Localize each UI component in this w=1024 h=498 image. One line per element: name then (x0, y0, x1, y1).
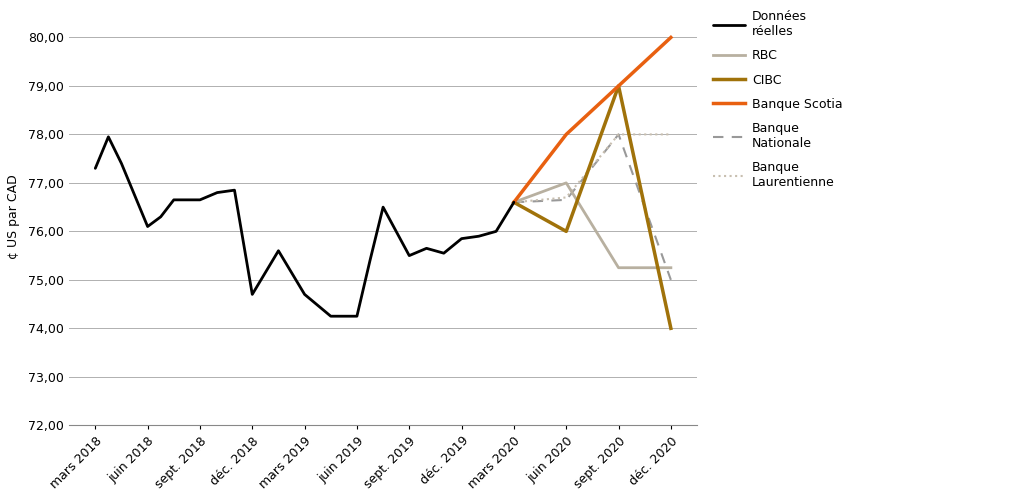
Données
réelles (102, 134, 115, 140)
Données
réelles (155, 214, 167, 220)
Banque
Laurentienne (508, 199, 520, 205)
RBC (508, 199, 520, 205)
Line: Banque
Nationale: Banque Nationale (514, 134, 671, 280)
Données
réelles (403, 252, 416, 258)
Banque Scotia (665, 34, 677, 40)
Données
réelles (508, 199, 520, 205)
Line: Banque Scotia: Banque Scotia (514, 37, 671, 202)
Line: CIBC: CIBC (514, 86, 671, 328)
Données
réelles (116, 160, 128, 166)
Données
réelles (351, 313, 364, 319)
Banque Scotia (560, 131, 572, 137)
Données
réelles (168, 197, 180, 203)
Données
réelles (437, 250, 450, 256)
Y-axis label: ¢ US par CAD: ¢ US par CAD (7, 174, 19, 259)
Banque
Nationale (560, 197, 572, 203)
Données
réelles (364, 257, 376, 263)
Banque
Laurentienne (665, 131, 677, 137)
Legend: Données
réelles, RBC, CIBC, Banque Scotia, Banque
Nationale, Banque
Laurentienne: Données réelles, RBC, CIBC, Banque Scoti… (710, 6, 847, 193)
Banque Scotia (612, 83, 625, 89)
Données
réelles (89, 165, 101, 171)
Données
réelles (194, 197, 206, 203)
CIBC (612, 83, 625, 89)
Line: RBC: RBC (514, 183, 671, 268)
CIBC (560, 229, 572, 235)
Line: Banque
Laurentienne: Banque Laurentienne (514, 134, 671, 202)
Données
réelles (141, 224, 154, 230)
Banque
Nationale (508, 199, 520, 205)
Données
réelles (298, 291, 310, 297)
Banque Scotia (508, 199, 520, 205)
CIBC (665, 325, 677, 331)
Données
réelles (211, 190, 223, 196)
RBC (665, 265, 677, 271)
RBC (560, 180, 572, 186)
Données
réelles (473, 233, 485, 239)
Données
réelles (421, 246, 433, 251)
Banque
Laurentienne (612, 131, 625, 137)
Données
réelles (456, 236, 468, 242)
Données
réelles (377, 204, 389, 210)
Données
réelles (489, 229, 502, 235)
Banque
Laurentienne (560, 194, 572, 200)
RBC (612, 265, 625, 271)
Banque
Nationale (665, 277, 677, 283)
Banque
Nationale (612, 131, 625, 137)
Données
réelles (325, 313, 337, 319)
Line: Données
réelles: Données réelles (95, 137, 514, 316)
CIBC (508, 199, 520, 205)
Données
réelles (228, 187, 241, 193)
Données
réelles (246, 291, 258, 297)
Données
réelles (272, 248, 285, 254)
